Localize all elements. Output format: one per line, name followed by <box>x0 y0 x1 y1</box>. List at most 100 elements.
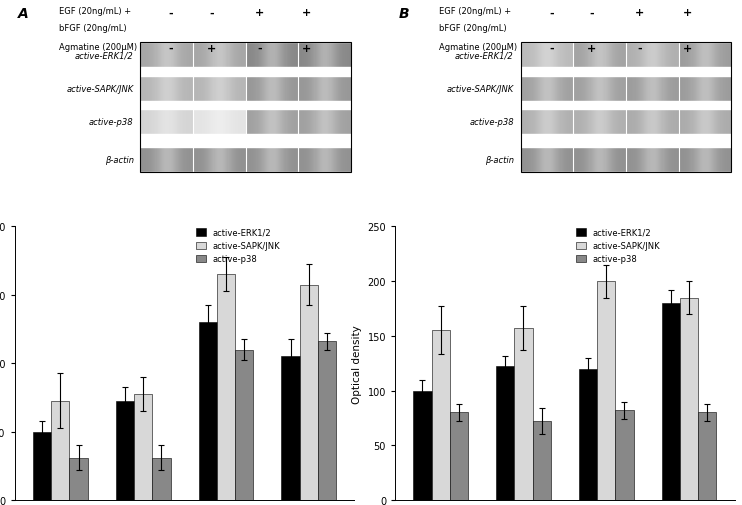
Bar <box>177 148 178 173</box>
Bar <box>665 43 666 68</box>
Bar <box>228 43 229 68</box>
Bar <box>679 148 680 173</box>
Bar <box>281 148 282 173</box>
Bar <box>577 43 579 68</box>
Bar <box>608 148 610 173</box>
Bar <box>729 148 730 173</box>
Bar <box>241 43 243 68</box>
Bar <box>156 76 157 102</box>
Bar <box>695 148 696 173</box>
Bar <box>565 148 566 173</box>
Bar <box>637 43 638 68</box>
Bar <box>682 110 683 135</box>
Bar <box>536 110 538 135</box>
Bar <box>310 148 311 173</box>
Bar <box>663 148 665 173</box>
Y-axis label: Optical density: Optical density <box>352 324 362 403</box>
Bar <box>247 43 248 68</box>
Bar <box>601 148 603 173</box>
Bar <box>221 76 222 102</box>
Bar <box>288 148 289 173</box>
Bar <box>308 76 309 102</box>
Bar <box>523 43 524 68</box>
Bar <box>209 76 210 102</box>
Bar <box>200 110 202 135</box>
Bar <box>197 110 198 135</box>
Bar <box>699 76 700 102</box>
Bar <box>168 76 169 102</box>
Bar <box>329 148 330 173</box>
Bar <box>270 76 272 102</box>
Bar <box>542 148 543 173</box>
Bar <box>614 76 615 102</box>
Bar <box>270 43 272 68</box>
Bar <box>588 148 589 173</box>
Bar <box>570 43 571 68</box>
Bar <box>528 43 529 68</box>
Bar <box>529 148 531 173</box>
Bar <box>555 110 556 135</box>
Bar <box>600 43 601 68</box>
Bar <box>648 43 649 68</box>
Bar <box>148 76 149 102</box>
Bar <box>603 43 605 68</box>
Text: -: - <box>637 44 642 54</box>
Bar <box>234 110 235 135</box>
Bar <box>264 148 265 173</box>
Bar <box>255 110 257 135</box>
Bar <box>718 43 720 68</box>
Bar <box>728 148 729 173</box>
Bar <box>203 76 204 102</box>
Bar <box>568 110 569 135</box>
Bar <box>632 76 634 102</box>
Bar <box>313 76 315 102</box>
Bar <box>203 110 204 135</box>
Bar <box>643 43 644 68</box>
Bar <box>151 43 152 68</box>
Bar <box>584 43 585 68</box>
Bar <box>206 110 207 135</box>
Bar <box>720 76 721 102</box>
Bar <box>171 148 173 173</box>
Bar <box>181 76 183 102</box>
Bar <box>303 76 305 102</box>
Bar <box>541 76 542 102</box>
Bar <box>577 148 579 173</box>
Bar <box>289 148 291 173</box>
Bar <box>342 43 344 68</box>
Bar <box>195 148 197 173</box>
Bar <box>211 76 212 102</box>
Bar <box>167 43 168 68</box>
Bar <box>344 43 346 68</box>
Bar <box>320 148 321 173</box>
Bar <box>514 329 533 500</box>
Bar <box>646 76 648 102</box>
Bar <box>186 43 187 68</box>
Bar <box>564 148 565 173</box>
Bar <box>199 323 217 500</box>
Bar <box>148 110 149 135</box>
Bar <box>711 76 712 102</box>
Bar <box>546 76 548 102</box>
Bar <box>301 76 303 102</box>
Text: A: A <box>19 7 29 21</box>
Bar <box>327 43 329 68</box>
Bar <box>535 43 536 68</box>
Bar <box>711 110 712 135</box>
Bar <box>564 110 565 135</box>
Bar <box>671 110 672 135</box>
Text: +: + <box>683 9 692 19</box>
Bar <box>180 110 181 135</box>
Bar <box>267 110 269 135</box>
Bar <box>192 148 193 173</box>
Bar <box>713 76 714 102</box>
Bar <box>698 110 699 135</box>
Bar <box>700 148 701 173</box>
Bar <box>623 76 624 102</box>
Bar <box>252 148 253 173</box>
Bar <box>680 43 682 68</box>
Bar <box>154 43 156 68</box>
Bar <box>581 110 582 135</box>
Bar <box>554 76 555 102</box>
Bar <box>165 110 166 135</box>
